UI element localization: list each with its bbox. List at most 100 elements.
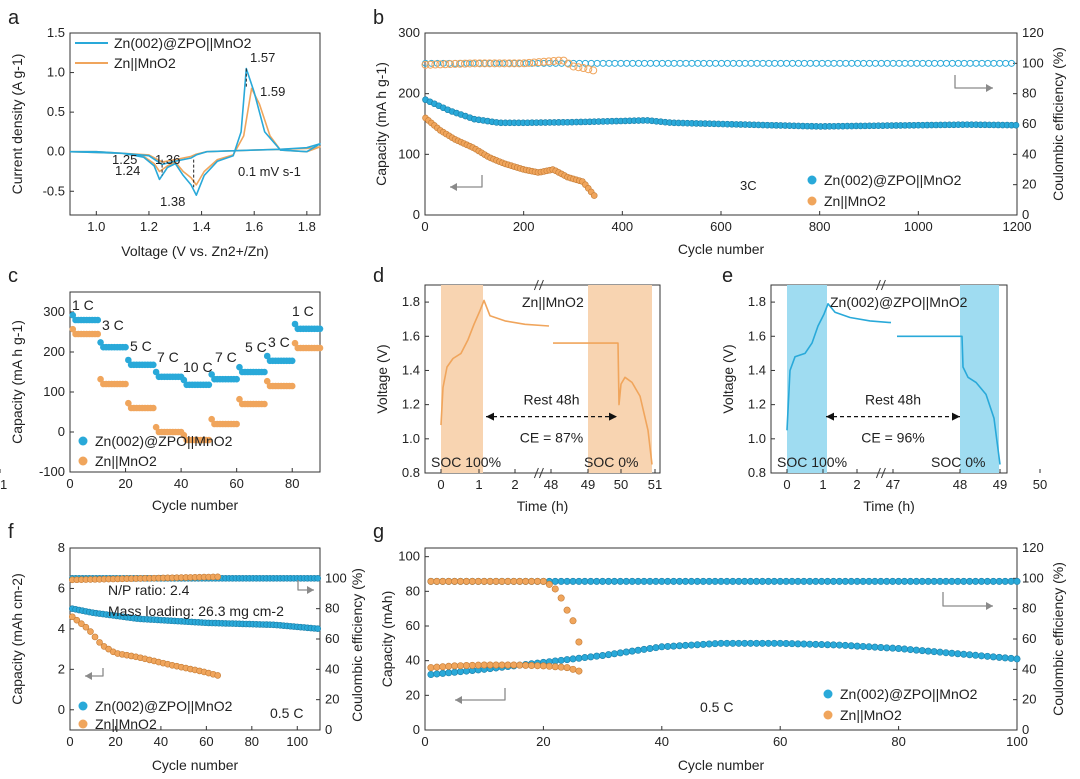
rate-point: [261, 368, 268, 376]
capacity-point: [569, 665, 577, 673]
capacity-point: [1001, 654, 1009, 662]
x-tick-label: 1: [819, 477, 826, 492]
capacity-point: [806, 640, 814, 648]
peak-label: 1.38: [160, 194, 185, 209]
cv-curve: [69, 87, 321, 186]
rate-point: [150, 404, 157, 412]
axis-arrow-left: [450, 175, 483, 188]
ce-point: [554, 56, 563, 65]
y-tick-label: 80: [406, 583, 420, 598]
capacity-point: [717, 639, 725, 647]
ce-point: [983, 577, 991, 585]
legend-zpo-marker: [78, 436, 88, 446]
ce-point: [579, 64, 588, 73]
x-axis-label: Cycle number: [152, 497, 239, 513]
capacity-point: [314, 625, 322, 632]
y-axis-label: Capacity (mAh): [379, 591, 395, 687]
ce-point: [705, 577, 713, 585]
capacity-point: [977, 652, 985, 660]
ce-point: [421, 60, 430, 69]
capacity-point: [445, 669, 453, 677]
voltage-curve: [786, 302, 892, 431]
legend-zpo-label: Zn(002)@ZPO||MnO2: [95, 433, 233, 449]
ce-point: [759, 59, 767, 67]
ce-point: [836, 59, 844, 67]
capacity-point: [889, 644, 897, 652]
capacity-point: [468, 661, 476, 669]
x-tick-label: 49: [993, 477, 1007, 492]
y2-axis-label: Coulombic efficiency (%): [349, 568, 365, 722]
capacity-point: [829, 641, 837, 649]
ce-point: [569, 577, 577, 585]
ce-point: [842, 59, 850, 67]
ce-point: [788, 577, 796, 585]
capacity-point: [427, 671, 435, 679]
capacity-point: [96, 639, 103, 646]
rate-point: [291, 320, 299, 328]
ce-point: [520, 59, 529, 68]
ce-point: [925, 59, 933, 67]
ce-point: [652, 59, 660, 67]
capacity-point: [764, 639, 772, 647]
x-tick-label: 0: [783, 477, 790, 492]
rate-point: [180, 431, 188, 439]
x-tick-label: 0: [421, 219, 428, 234]
ce-point: [563, 606, 571, 614]
rate-point: [125, 356, 132, 364]
capacity-point: [557, 663, 565, 671]
x-tick-label: 0: [66, 476, 73, 491]
ce-point: [806, 59, 814, 67]
capacity-point: [847, 642, 855, 650]
legend-zn-label: Zn||MnO2: [824, 193, 886, 209]
ce-point: [812, 59, 820, 67]
capacity-point: [794, 640, 802, 648]
ce-point: [865, 577, 873, 585]
axis-break: [533, 279, 539, 291]
legend-zpo-marker: [823, 689, 833, 699]
x-tick-label: 48: [953, 477, 967, 492]
y2-tick-label: 60: [325, 631, 339, 646]
x-tick-label: 2: [853, 477, 860, 492]
capacity-point: [883, 644, 891, 652]
ce-point: [522, 577, 530, 585]
peak-label: 1.36: [155, 152, 180, 167]
charge-region: [787, 285, 827, 473]
legend-zn-label: Zn||MnO2: [840, 707, 902, 723]
ce-point: [984, 59, 992, 67]
x-tick-label: 20: [108, 734, 122, 749]
mass-loading-label: Mass loading: 26.3 mg cm-2: [108, 603, 284, 619]
ce-point: [1001, 577, 1009, 585]
ce-point: [948, 577, 956, 585]
rate-point: [97, 375, 104, 383]
y2-tick-label: 0: [1022, 722, 1029, 737]
ce-point: [456, 59, 465, 68]
ce-point: [549, 57, 558, 66]
capacity-point: [522, 661, 530, 669]
rate-point: [316, 325, 324, 333]
ce-point: [551, 577, 559, 585]
x-tick-label: 50: [1033, 477, 1047, 492]
ce-point: [841, 577, 849, 585]
x-tick-label: 0: [66, 734, 73, 749]
peak-label: 1.24: [115, 163, 140, 178]
voltage-curve: [440, 299, 550, 426]
y-tick-label: 200: [43, 344, 65, 359]
charge-region: [441, 285, 483, 473]
y-tick-label: 20: [406, 687, 420, 702]
axis-arrow-left: [455, 688, 506, 701]
y2-tick-label: 40: [1022, 661, 1036, 676]
legend-zn-marker: [78, 456, 88, 466]
axis-arrow-right: [954, 75, 993, 89]
rate-point: [316, 344, 324, 352]
ce-point: [996, 59, 1004, 67]
ce-point: [895, 59, 903, 67]
rate-label: 0.5 C: [700, 699, 733, 715]
y-axis-label: Capacity (mA h g-1): [373, 62, 389, 186]
ce-point: [515, 59, 524, 68]
ce-point: [475, 59, 484, 68]
ce-point: [883, 577, 891, 585]
capacity-point: [504, 661, 512, 669]
capacity-point: [439, 669, 447, 677]
y-axis-label: Voltage (V): [374, 344, 390, 413]
y-tick-label: 100: [398, 549, 420, 564]
